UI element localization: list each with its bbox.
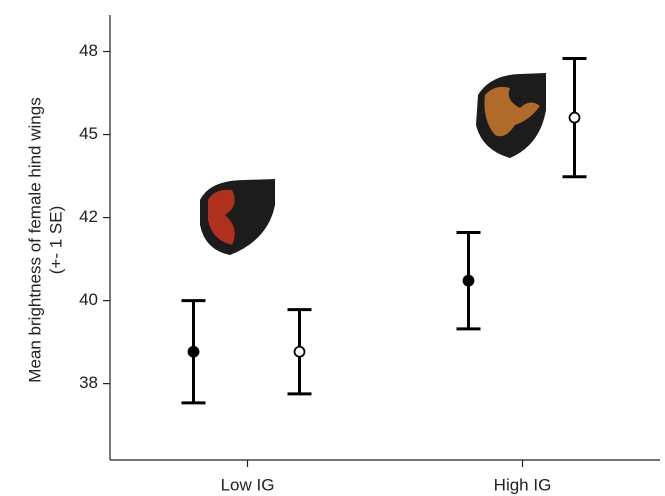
x-tick-label: High IG	[494, 475, 552, 494]
wing-image	[476, 73, 546, 158]
y-tick-label: 48	[79, 41, 98, 60]
mean-point	[568, 111, 581, 124]
y-tick-label: 42	[79, 207, 98, 226]
y-tick-label: 38	[79, 373, 98, 392]
y-axis-label: (+- 1 SE)	[46, 206, 65, 275]
mean-point	[293, 345, 306, 358]
x-tick-label: Low IG	[221, 475, 275, 494]
mean-point	[187, 345, 200, 358]
y-axis-label: Mean brightness of female hind wings	[25, 97, 44, 382]
mean-point	[462, 274, 475, 287]
wing-image	[200, 179, 275, 255]
y-tick-label: 40	[79, 290, 98, 309]
y-tick-label: 45	[79, 124, 98, 143]
